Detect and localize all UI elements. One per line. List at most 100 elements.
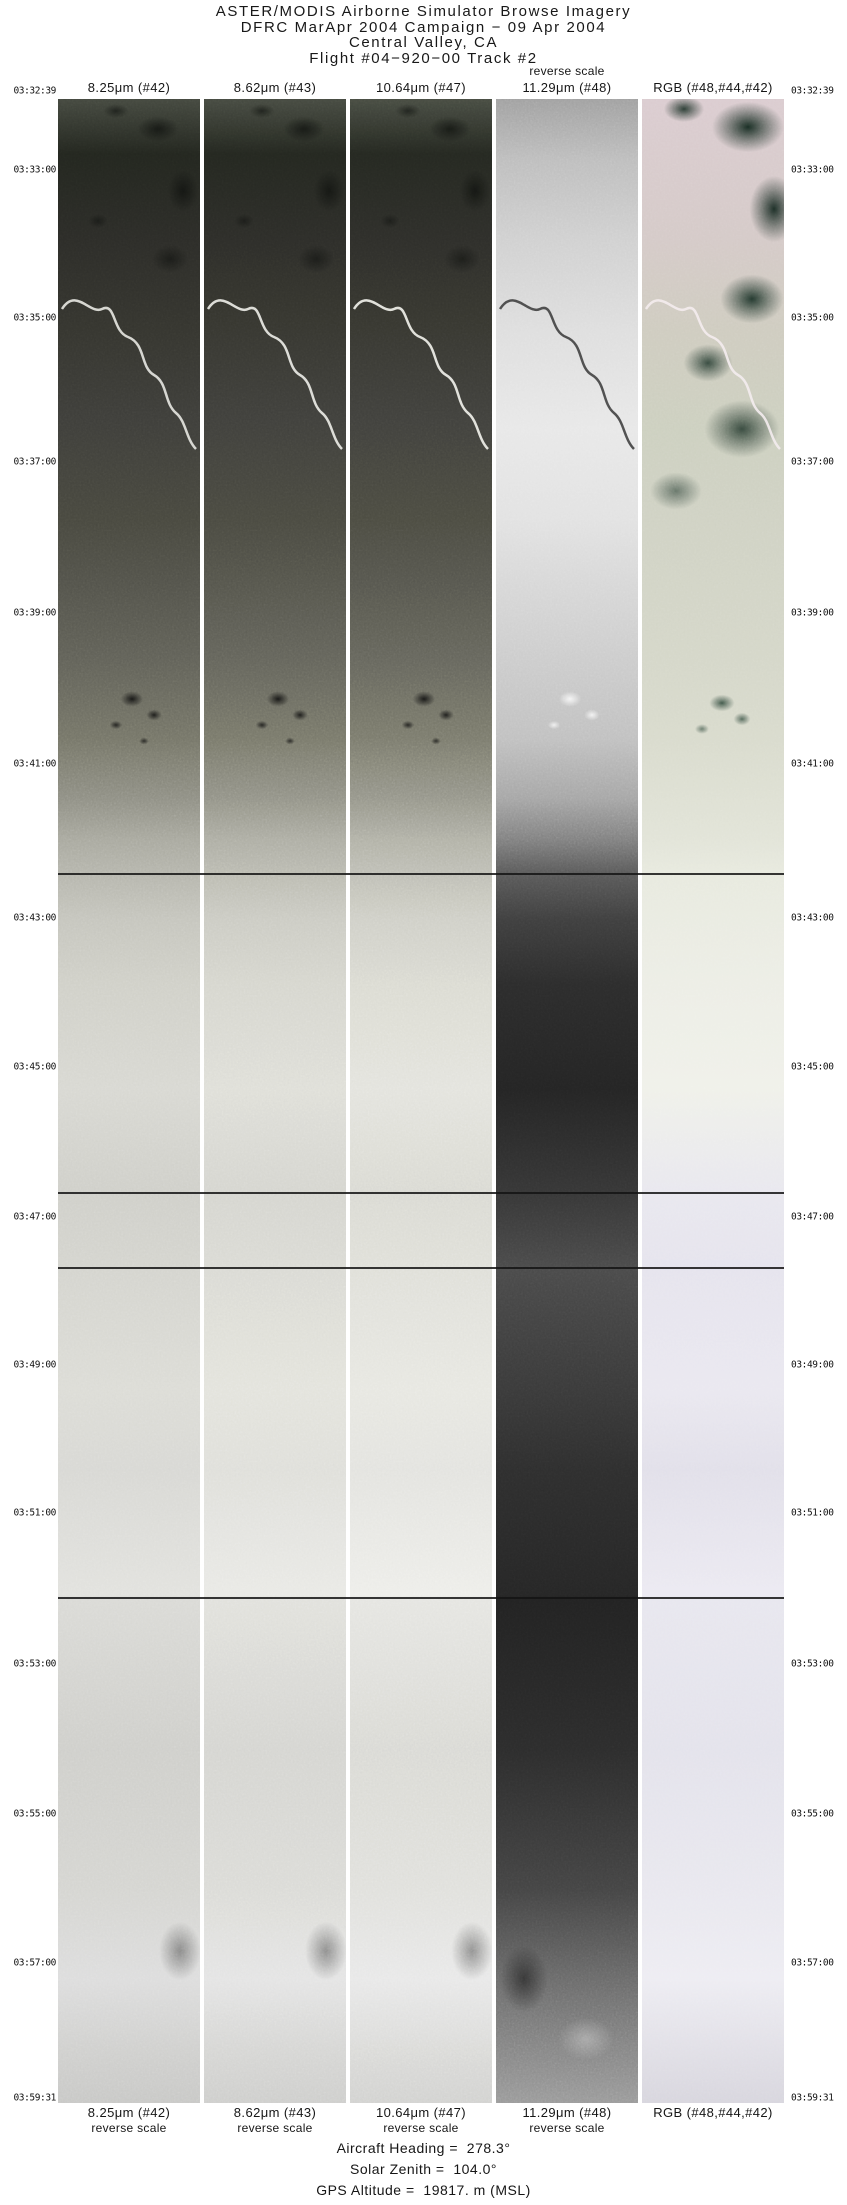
time-value: 03:53:00 bbox=[791, 1658, 834, 1670]
time-value: 03:47:00 bbox=[791, 1211, 834, 1223]
time-value: 03:53:00 bbox=[13, 1658, 56, 1670]
time-value: 03:33:00 bbox=[13, 164, 56, 176]
time-label: 03:55:00 bbox=[6, 1809, 56, 1820]
time-label: 03:32:39 bbox=[6, 86, 56, 97]
column-header-bottom: 8.25μm (#42) reverse scale bbox=[88, 2104, 170, 2136]
column-scale-note: reverse scale bbox=[383, 2121, 459, 2135]
time-label: 03:39:00 bbox=[6, 608, 56, 619]
column-scale-note: reverse scale bbox=[237, 2121, 313, 2135]
time-value: 03:37:00 bbox=[791, 456, 834, 468]
time-value: 03:55:00 bbox=[791, 1808, 834, 1820]
time-value: 03:59:31 bbox=[13, 2092, 56, 2104]
time-label: 03:43:00 bbox=[6, 913, 56, 924]
column-label: 10.64μm (#47) bbox=[375, 2105, 467, 2120]
time-value: 03:41:00 bbox=[791, 758, 834, 770]
time-value: 03:32:39 bbox=[791, 85, 834, 97]
time-label: 03:33:00 bbox=[791, 165, 845, 176]
column-label: RGB (#48,#44,#42) bbox=[653, 80, 773, 95]
column-header-bottom: RGB (#48,#44,#42) bbox=[653, 2104, 773, 2121]
time-label: 03:32:39 bbox=[791, 86, 845, 97]
page-header: ASTER/MODIS Airborne Simulator Browse Im… bbox=[0, 4, 847, 66]
gps-altitude-line: GPS Altitude = 19817. m (MSL) bbox=[316, 2182, 531, 2198]
time-value: 03:41:00 bbox=[13, 758, 56, 770]
time-value: 03:49:00 bbox=[791, 1359, 834, 1371]
time-label: 03:43:00 bbox=[791, 913, 845, 924]
time-label: 03:59:31 bbox=[6, 2093, 56, 2104]
time-value: 03:35:00 bbox=[13, 312, 56, 324]
time-label: 03:39:00 bbox=[791, 608, 845, 619]
time-label: 03:51:00 bbox=[6, 1508, 56, 1519]
campaign-line: DFRC MarApr 2004 Campaign − 09 Apr 2004 bbox=[240, 18, 607, 36]
time-value: 03:37:00 bbox=[13, 456, 56, 468]
scene-divider bbox=[58, 1597, 784, 1599]
flight-line: Flight #04−920−00 Track #2 bbox=[309, 49, 538, 67]
time-label: 03:35:00 bbox=[791, 313, 845, 324]
column-label: 10.64μm (#47) bbox=[375, 80, 467, 95]
time-value: 03:45:00 bbox=[791, 1061, 834, 1073]
time-label: 03:41:00 bbox=[6, 759, 56, 770]
time-label: 03:33:00 bbox=[6, 165, 56, 176]
time-value: 03:33:00 bbox=[791, 164, 834, 176]
time-label: 03:49:00 bbox=[791, 1360, 845, 1371]
noise-texture bbox=[642, 99, 784, 2103]
time-value: 03:43:00 bbox=[13, 912, 56, 924]
column-label: 11.29μm (#48) bbox=[522, 2105, 612, 2120]
time-label: 03:41:00 bbox=[791, 759, 845, 770]
time-value: 03:39:00 bbox=[13, 607, 56, 619]
solar-zenith-line: Solar Zenith = 104.0° bbox=[350, 2161, 497, 2177]
time-label: 03:59:31 bbox=[791, 2093, 845, 2104]
column-header-bottom: 11.29μm (#48) reverse scale bbox=[522, 2104, 611, 2136]
time-value: 03:32:39 bbox=[13, 85, 56, 97]
time-value: 03:51:00 bbox=[791, 1507, 834, 1519]
time-label: 03:53:00 bbox=[791, 1659, 845, 1670]
aircraft-heading-line: Aircraft Heading = 278.3° bbox=[336, 2140, 511, 2156]
imagery-strip-8-25um bbox=[58, 99, 200, 2103]
noise-texture bbox=[496, 99, 638, 2103]
noise-texture bbox=[58, 99, 200, 2103]
time-value: 03:45:00 bbox=[13, 1061, 56, 1073]
column-label: 11.29μm (#48) bbox=[522, 80, 612, 95]
time-value: 03:51:00 bbox=[13, 1507, 56, 1519]
column-label: 8.62μm (#43) bbox=[233, 80, 317, 95]
time-value: 03:39:00 bbox=[791, 607, 834, 619]
column-label: 8.25μm (#42) bbox=[87, 80, 171, 95]
page-footer: Aircraft Heading = 278.3° Solar Zenith =… bbox=[0, 2138, 847, 2201]
column-label: 8.62μm (#43) bbox=[233, 2105, 317, 2120]
column-label: 8.25μm (#42) bbox=[87, 2105, 171, 2120]
time-value: 03:49:00 bbox=[13, 1359, 56, 1371]
column-scale-note: reverse scale bbox=[91, 2121, 167, 2135]
column-label: RGB (#48,#44,#42) bbox=[653, 2105, 773, 2120]
time-value: 03:57:00 bbox=[13, 1957, 56, 1969]
column-header-bottom: 10.64μm (#47) reverse scale bbox=[376, 2104, 466, 2136]
time-value: 03:35:00 bbox=[791, 312, 834, 324]
time-label: 03:53:00 bbox=[6, 1659, 56, 1670]
time-value: 03:47:00 bbox=[13, 1211, 56, 1223]
noise-texture bbox=[350, 99, 492, 2103]
time-label: 03:51:00 bbox=[791, 1508, 845, 1519]
time-label: 03:45:00 bbox=[6, 1062, 56, 1073]
time-label: 03:37:00 bbox=[6, 457, 56, 468]
page-title: ASTER/MODIS Airborne Simulator Browse Im… bbox=[215, 3, 632, 20]
time-label: 03:45:00 bbox=[791, 1062, 845, 1073]
time-label: 03:49:00 bbox=[6, 1360, 56, 1371]
column-scale-note: reverse scale bbox=[529, 2121, 605, 2135]
time-label: 03:35:00 bbox=[6, 313, 56, 324]
scene-divider bbox=[58, 1267, 784, 1269]
imagery-strip-8-62um bbox=[204, 99, 346, 2103]
time-label: 03:37:00 bbox=[791, 457, 845, 468]
time-label: 03:57:00 bbox=[6, 1958, 56, 1969]
time-value: 03:43:00 bbox=[791, 912, 834, 924]
scene-divider bbox=[58, 1192, 784, 1194]
location-line: Central Valley, CA bbox=[348, 34, 499, 51]
time-label: 03:55:00 bbox=[791, 1809, 845, 1820]
time-label: 03:47:00 bbox=[6, 1212, 56, 1223]
time-value: 03:57:00 bbox=[791, 1957, 834, 1969]
time-value: 03:55:00 bbox=[13, 1808, 56, 1820]
noise-texture bbox=[204, 99, 346, 2103]
time-label: 03:57:00 bbox=[791, 1958, 845, 1969]
imagery-strip-11-29um-reverse bbox=[496, 99, 638, 2103]
scene-divider bbox=[58, 873, 784, 875]
imagery-strip-10-64um bbox=[350, 99, 492, 2103]
time-label: 03:47:00 bbox=[791, 1212, 845, 1223]
